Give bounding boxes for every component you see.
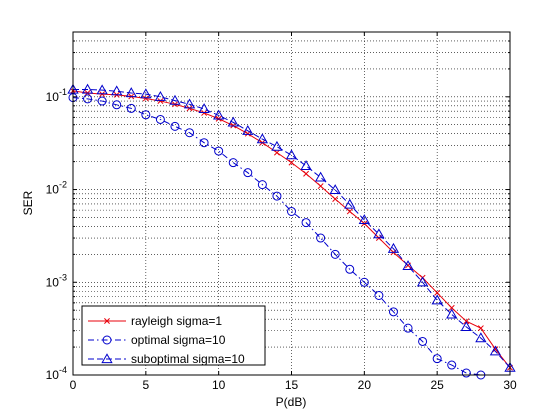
- y-axis-label: SER: [21, 190, 35, 215]
- data-point: [373, 228, 385, 239]
- data-point: [432, 354, 442, 364]
- data-point: [125, 87, 137, 98]
- data-point: [431, 294, 443, 305]
- data-point: [461, 368, 471, 378]
- legend: rayleigh sigma=1 optimal sigma=10 suboptim…: [81, 305, 266, 366]
- data-point: [154, 91, 167, 101]
- series-line: [73, 88, 511, 368]
- data-point: [374, 291, 384, 301]
- data-point: [418, 336, 428, 346]
- data-point: [448, 304, 455, 311]
- data-point: [387, 242, 400, 253]
- y-tick-label: 10-4: [46, 365, 67, 382]
- ticks: [72, 31, 511, 376]
- data-point: [475, 332, 487, 343]
- x-axis-label: P(dB): [276, 395, 307, 409]
- data-point: [199, 138, 209, 148]
- data-point: [83, 94, 93, 104]
- data-point: [272, 191, 282, 201]
- legend-entry: optimal sigma=10: [131, 333, 226, 347]
- data-point: [434, 289, 441, 296]
- data-point: [359, 277, 369, 287]
- legend-entry: suboptimal sigma=10: [131, 352, 245, 366]
- data-point: [111, 85, 123, 96]
- x-tick-label: 0: [70, 378, 77, 392]
- data-point: [477, 325, 484, 332]
- data-point: [301, 218, 311, 228]
- data-point: [96, 84, 108, 95]
- data-point: [287, 206, 296, 216]
- data-point: [388, 307, 398, 317]
- x-tick-label: 5: [142, 378, 149, 392]
- y-tick-label: 10-3: [46, 272, 67, 289]
- data-point: [330, 249, 340, 259]
- legend-box: [81, 305, 266, 366]
- data-point: [157, 98, 164, 105]
- data-point: [446, 308, 458, 319]
- data-point: [97, 96, 107, 106]
- data-point: [198, 103, 210, 114]
- data-point: [416, 276, 429, 287]
- x-tick-label: 25: [430, 378, 444, 392]
- data-point: [185, 128, 195, 138]
- data-point: [288, 159, 295, 166]
- data-point: [228, 158, 238, 168]
- legend-entry: rayleigh sigma=1: [131, 314, 222, 328]
- data-point: [489, 345, 502, 356]
- data-point: [243, 168, 253, 178]
- data-point: [492, 346, 499, 353]
- legend-marker: [101, 353, 113, 364]
- y-tick-label: 10-1: [46, 87, 67, 104]
- data-point: [332, 196, 339, 202]
- data-point: [358, 214, 370, 225]
- data-point: [170, 121, 180, 131]
- data-point: [460, 321, 472, 332]
- x-tick-label: 20: [358, 378, 372, 392]
- data-point: [273, 149, 280, 156]
- data-point: [214, 146, 224, 156]
- legend-marker: [102, 335, 112, 345]
- data-point: [402, 260, 414, 271]
- data-point: [142, 95, 149, 102]
- series-layer: [67, 83, 516, 380]
- data-point: [183, 98, 196, 109]
- data-point: [140, 88, 152, 99]
- data-point: [303, 170, 310, 177]
- series-1: [68, 93, 486, 380]
- series-2: [67, 83, 516, 372]
- data-point: [344, 198, 356, 209]
- data-point: [112, 100, 122, 110]
- data-point: [403, 323, 413, 333]
- data-point: [141, 110, 151, 120]
- data-point: [213, 109, 225, 120]
- data-point: [257, 180, 267, 190]
- data-point: [155, 114, 165, 124]
- data-point: [317, 183, 324, 190]
- x-tick-label: 10: [212, 378, 226, 392]
- data-point: [169, 94, 181, 105]
- data-point: [329, 184, 341, 195]
- data-point: [285, 149, 298, 160]
- x-tick-label: 15: [285, 378, 299, 392]
- data-point: [242, 124, 254, 135]
- data-point: [227, 116, 239, 127]
- y-tick-label: 10-2: [46, 180, 67, 197]
- data-point: [271, 140, 283, 151]
- data-point: [81, 83, 94, 94]
- tick-labels: 0 5 10 15 20 25 30 10-4 10-3 10-2 10-1: [46, 87, 517, 392]
- series-line: [72, 97, 481, 376]
- data-point: [346, 208, 353, 215]
- data-point: [256, 133, 269, 144]
- legend-marker: [104, 318, 110, 324]
- data-point: [345, 264, 355, 274]
- x-tick-label: 30: [503, 378, 517, 392]
- data-point: [447, 360, 457, 370]
- data-point: [314, 171, 327, 182]
- data-point: [300, 160, 312, 170]
- data-point: [126, 103, 136, 113]
- data-point: [316, 233, 326, 243]
